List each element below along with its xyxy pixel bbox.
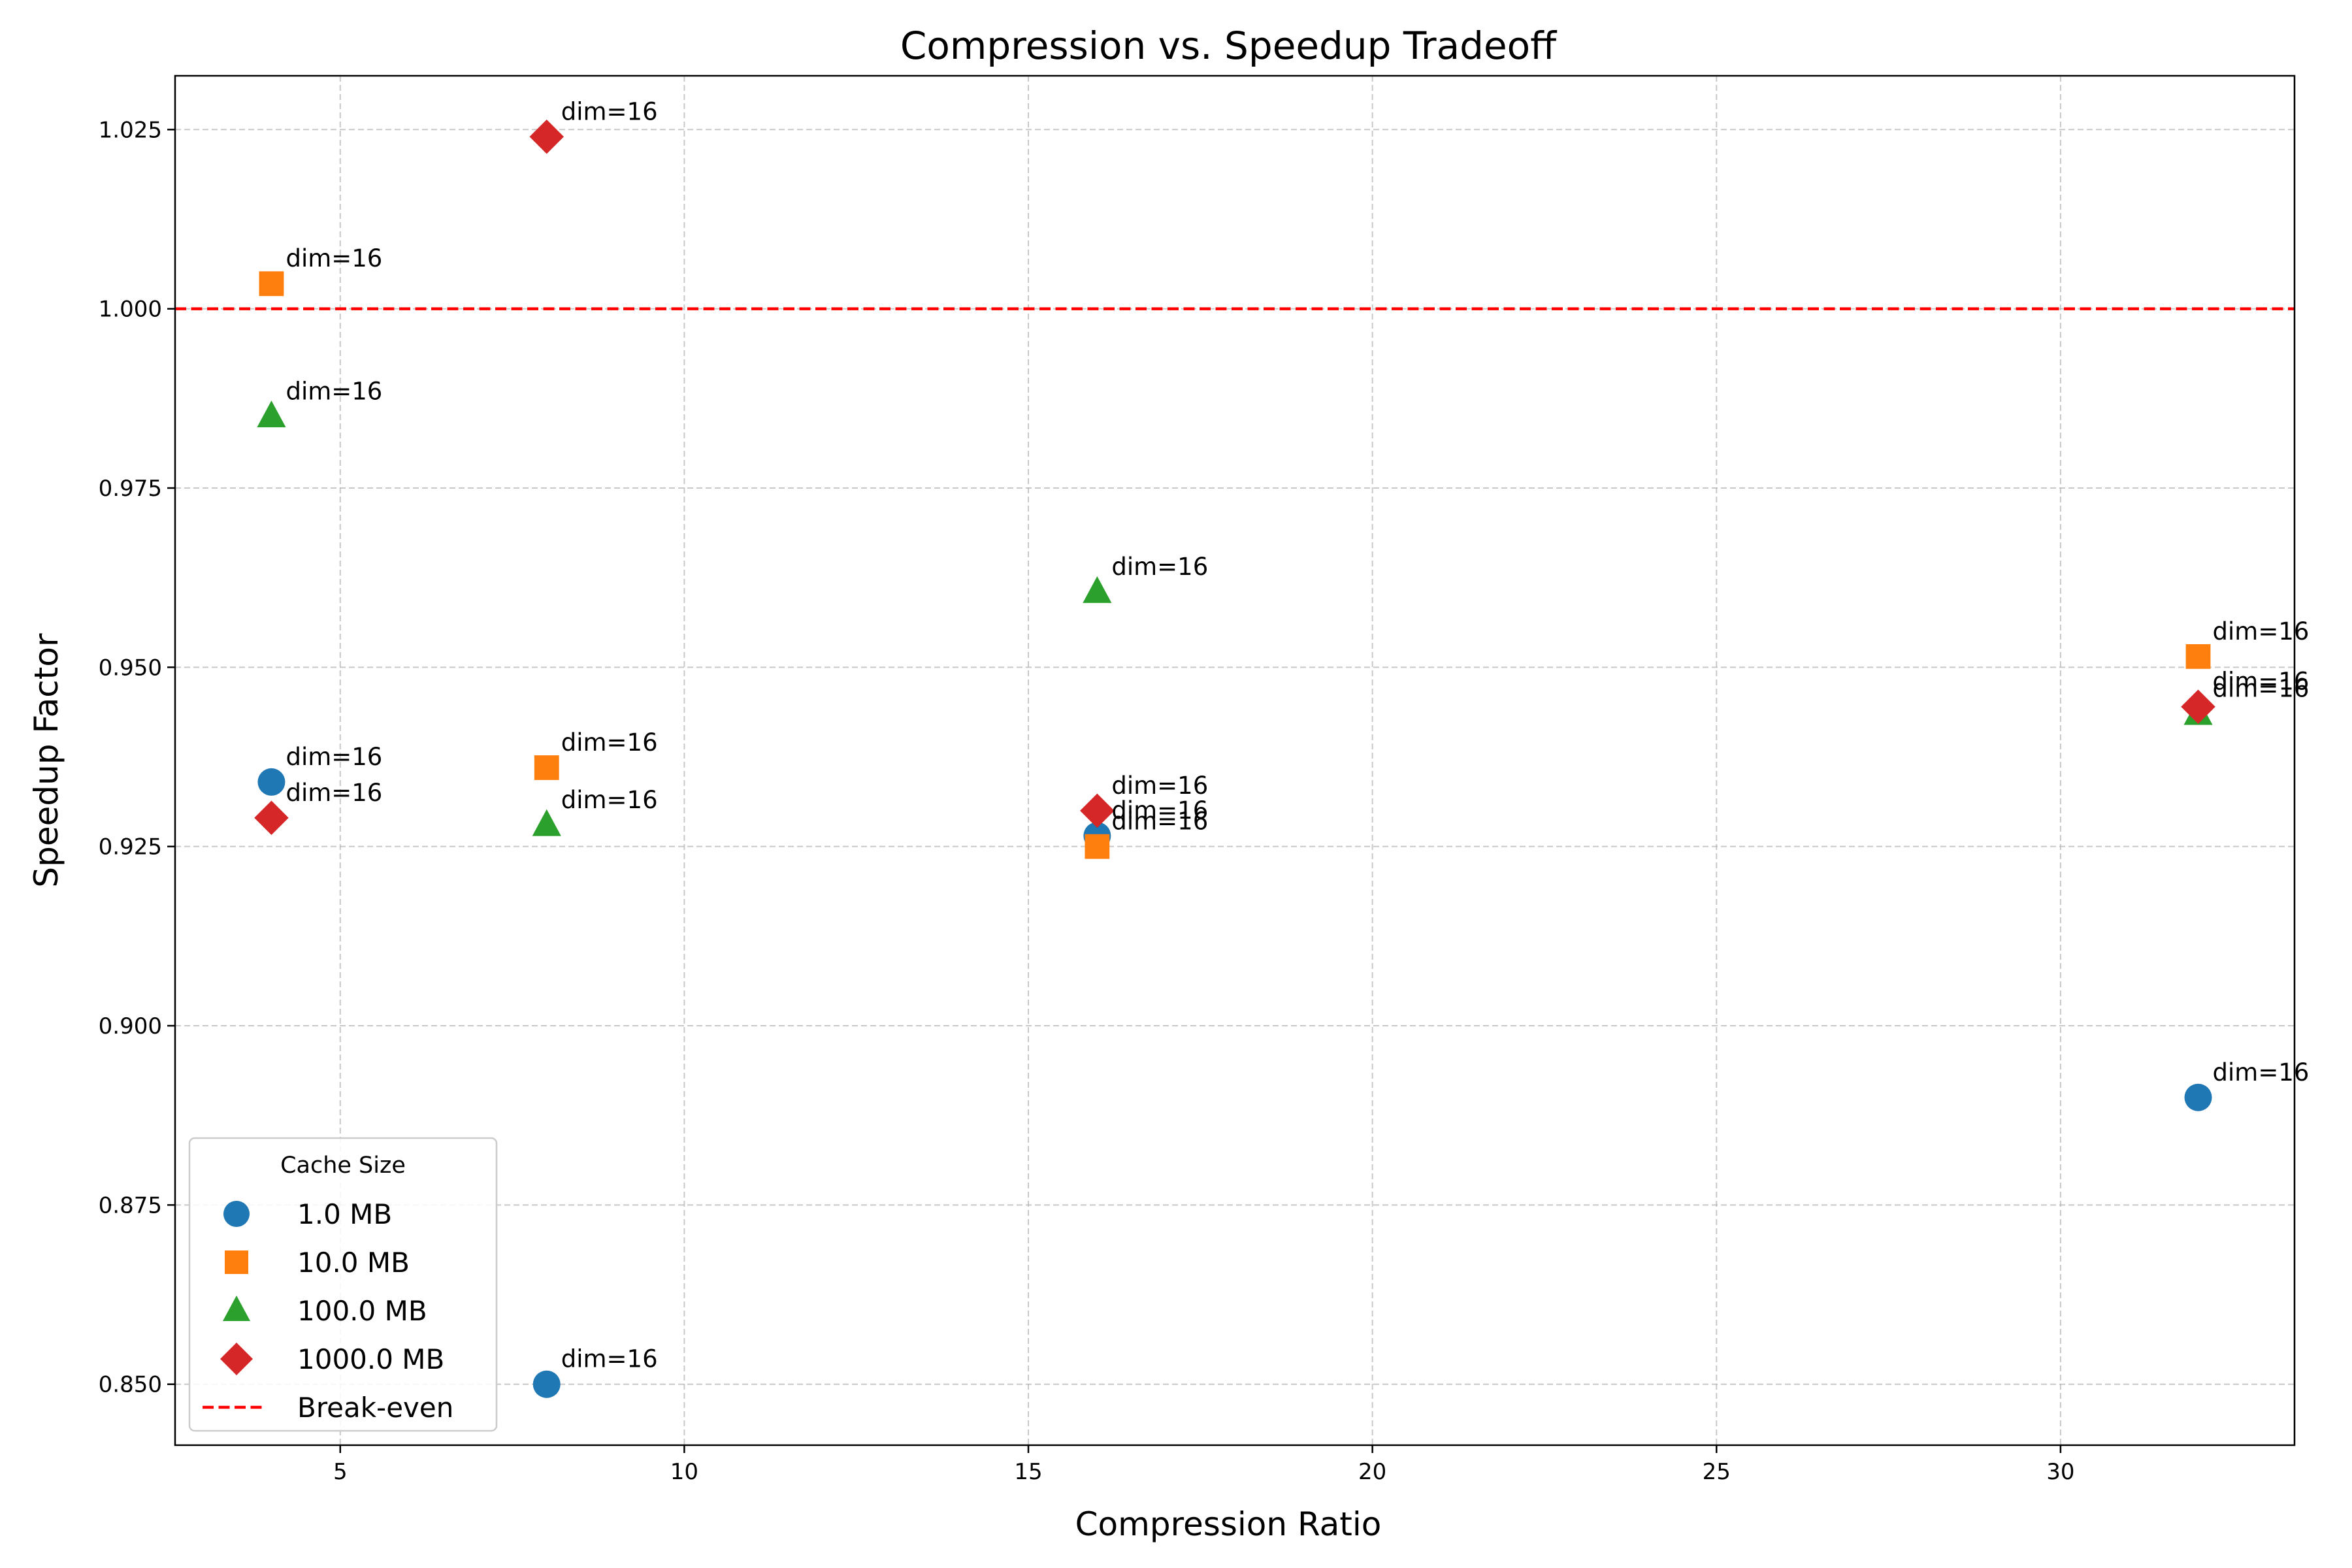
x-axis-ticks: 5 10 15 20 25 30 bbox=[333, 1445, 2075, 1485]
data-points bbox=[254, 120, 2215, 1398]
y-tick-label: 0.975 bbox=[99, 476, 162, 502]
data-point bbox=[2181, 689, 2215, 724]
x-tick-label: 5 bbox=[333, 1459, 348, 1485]
x-axis-label: Compression Ratio bbox=[1075, 1505, 1382, 1543]
point-label: dim=16 bbox=[561, 786, 658, 814]
point-label: dim=16 bbox=[1111, 772, 1208, 800]
y-tick-label: 0.875 bbox=[99, 1192, 162, 1218]
y-axis-label: Speedup Factor bbox=[27, 633, 65, 888]
y-tick-label: 0.950 bbox=[99, 655, 162, 681]
legend-marker bbox=[223, 1201, 250, 1227]
data-point bbox=[534, 755, 559, 780]
legend-marker bbox=[223, 1296, 250, 1321]
y-tick-label: 0.900 bbox=[99, 1013, 162, 1039]
data-point bbox=[1083, 576, 1112, 603]
data-point bbox=[532, 809, 561, 836]
legend-label: 10.0 MB bbox=[297, 1247, 410, 1279]
point-labels: dim=16dim=16dim=16dim=16dim=16dim=16dim=… bbox=[286, 97, 2309, 1373]
y-tick-label: 1.000 bbox=[99, 297, 162, 323]
data-point bbox=[257, 400, 286, 428]
point-label: dim=16 bbox=[286, 779, 382, 807]
point-label: dim=16 bbox=[1111, 796, 1208, 825]
point-label: dim=16 bbox=[286, 743, 382, 771]
point-label: dim=16 bbox=[2213, 1058, 2310, 1086]
x-tick-label: 30 bbox=[2046, 1459, 2074, 1485]
y-tick-label: 1.025 bbox=[99, 117, 162, 143]
plot-frame bbox=[174, 74, 2296, 1446]
legend-label: 1.0 MB bbox=[297, 1198, 392, 1230]
data-point bbox=[1085, 834, 1110, 859]
legend: Cache Size 1.0 MB 10.0 MB 100.0 MB 1000.0 M… bbox=[188, 1137, 498, 1432]
point-label: dim=16 bbox=[561, 1345, 658, 1373]
data-point bbox=[2184, 1083, 2212, 1111]
point-label: dim=16 bbox=[1111, 553, 1208, 581]
x-tick-label: 25 bbox=[1703, 1459, 1731, 1485]
y-tick-label: 0.925 bbox=[99, 834, 162, 860]
data-point bbox=[1080, 793, 1115, 828]
grid bbox=[175, 76, 2295, 1445]
legend-title: Cache Size bbox=[280, 1152, 406, 1179]
point-label: dim=16 bbox=[2213, 668, 2310, 696]
legend-box bbox=[188, 1137, 498, 1432]
point-label: dim=16 bbox=[286, 377, 382, 405]
point-label: dim=16 bbox=[561, 97, 658, 125]
legend-label: Break-even bbox=[297, 1392, 453, 1424]
legend-label: 1000.0 MB bbox=[297, 1343, 444, 1375]
point-label: dim=16 bbox=[2213, 617, 2310, 645]
legend-items: 1.0 MB 10.0 MB 100.0 MB 1000.0 MB Break-even bbox=[203, 1198, 453, 1424]
legend-marker bbox=[225, 1250, 248, 1274]
data-point bbox=[257, 768, 286, 796]
legend-marker bbox=[220, 1343, 253, 1375]
x-tick-label: 20 bbox=[1358, 1459, 1386, 1485]
data-point bbox=[529, 120, 564, 154]
x-tick-label: 15 bbox=[1014, 1459, 1042, 1485]
data-point bbox=[532, 1370, 561, 1398]
x-tick-label: 10 bbox=[670, 1459, 698, 1485]
data-point bbox=[259, 271, 284, 297]
point-label: dim=16 bbox=[1111, 808, 1208, 836]
point-label: dim=16 bbox=[561, 728, 658, 757]
point-label: dim=16 bbox=[2213, 675, 2310, 703]
y-tick-label: 0.850 bbox=[99, 1372, 162, 1398]
data-point bbox=[2185, 644, 2211, 669]
chart-title: Compression vs. Speedup Tradeoff bbox=[900, 24, 1558, 68]
legend-label: 100.0 MB bbox=[297, 1295, 427, 1327]
point-label: dim=16 bbox=[286, 244, 382, 272]
y-axis-ticks: 0.850 0.875 0.900 0.925 0.950 0.975 1.000 1.025 bbox=[99, 117, 175, 1398]
data-point bbox=[254, 800, 289, 836]
